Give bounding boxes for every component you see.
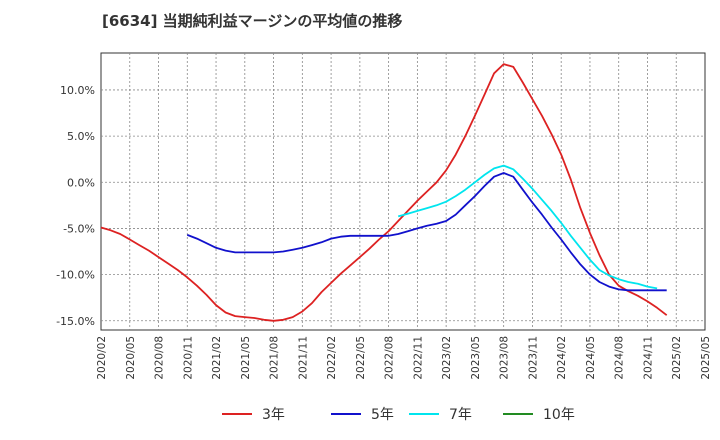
series-line: [397, 164, 658, 290]
gridlines: [101, 53, 705, 330]
y-tick-label: -5.0%: [63, 222, 95, 235]
x-tick-label: 2021/08: [269, 336, 281, 380]
x-tick-label: 2024/02: [556, 336, 568, 380]
x-tick-label: 2021/05: [240, 336, 252, 380]
x-tick-label: 2024/11: [642, 336, 654, 380]
y-tick-label: -10.0%: [56, 269, 95, 282]
legend-label: 3年: [262, 407, 285, 423]
axes: 2020/02 2020/05 2020/08 2020/11 2021/02 2021/…: [56, 84, 712, 380]
y-tick-label: 10.0%: [60, 84, 95, 97]
chart-title: [6634] 当期純利益マージンの平均値の推移: [102, 12, 403, 30]
x-tick-label: 2023/11: [527, 336, 539, 380]
legend: 3年 5年 7年 10年: [222, 407, 575, 423]
legend-label: 5年: [371, 407, 394, 423]
series-lines: [100, 63, 668, 322]
y-tick-label: 0.0%: [67, 176, 95, 189]
x-tick-label: 2023/08: [499, 336, 511, 380]
x-tick-label: 2024/05: [585, 336, 597, 380]
x-tick-label: 2023/02: [441, 336, 453, 380]
x-tick-label: 2021/11: [297, 336, 309, 380]
x-tick-label: 2025/02: [671, 336, 683, 380]
legend-label: 10年: [543, 407, 575, 423]
x-tick-label: 2025/05: [700, 336, 712, 380]
x-tick-label: 2024/08: [614, 336, 626, 380]
x-tick-label: 2022/05: [355, 336, 367, 380]
x-tick-label: 2020/05: [125, 336, 137, 380]
x-tick-label: 2022/11: [412, 336, 424, 380]
x-tick-label: 2021/02: [211, 336, 223, 380]
series-line: [186, 172, 667, 292]
y-tick-label: -15.0%: [56, 315, 95, 328]
legend-label: 7年: [449, 407, 472, 423]
x-tick-label: 2020/08: [154, 336, 166, 380]
x-tick-label: 2023/05: [470, 336, 482, 380]
x-tick-label: 2020/02: [96, 336, 108, 380]
x-tick-label: 2022/08: [384, 336, 396, 380]
x-tick-label: 2020/11: [182, 336, 194, 380]
y-tick-label: 5.0%: [67, 130, 95, 143]
x-tick-label: 2022/02: [326, 336, 338, 380]
